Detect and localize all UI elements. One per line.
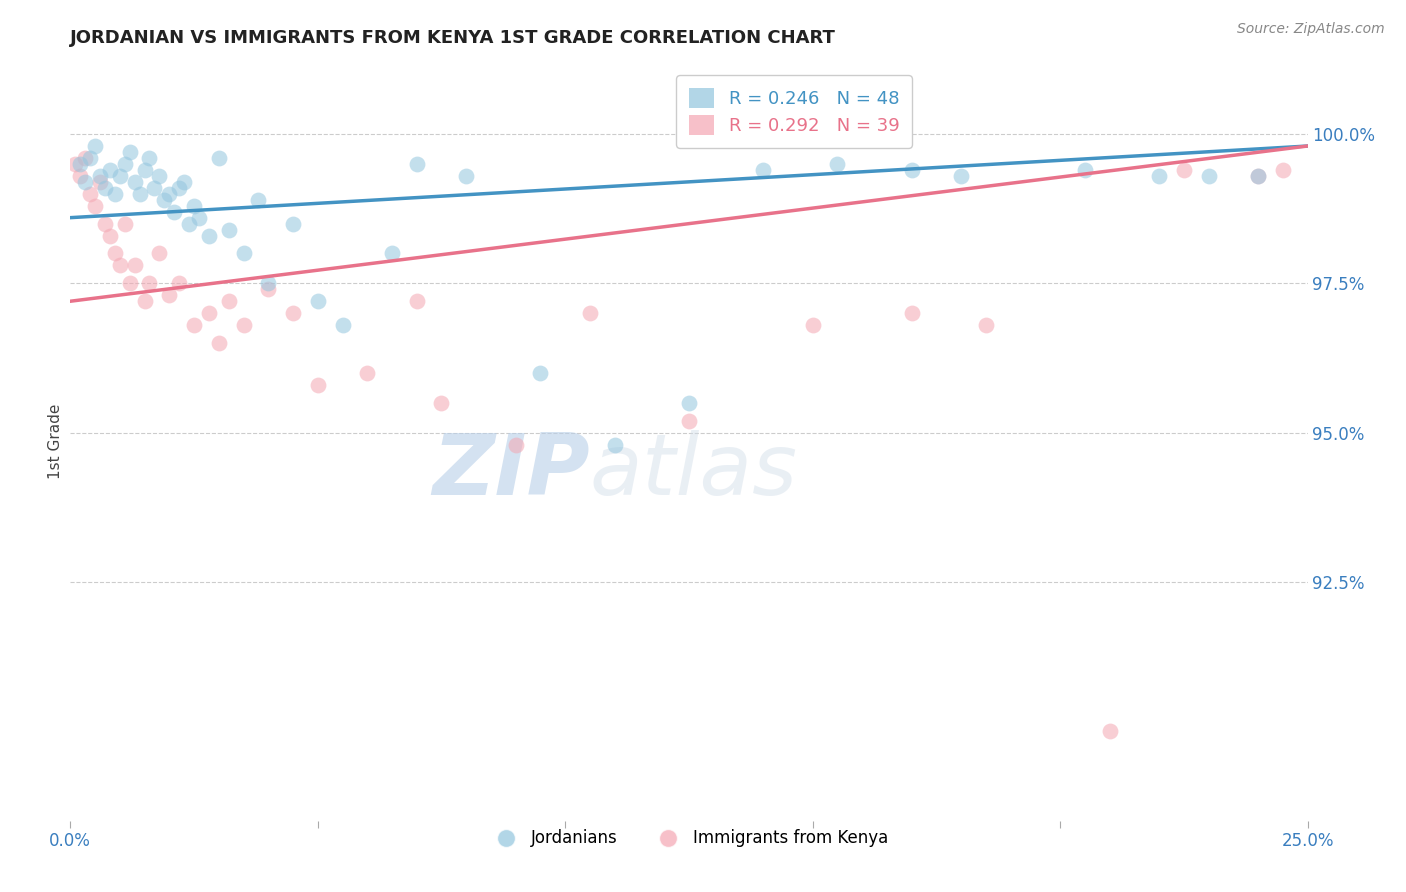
Point bbox=[529, 366, 551, 380]
Point bbox=[232, 246, 254, 260]
Point bbox=[405, 157, 427, 171]
Point bbox=[281, 306, 304, 320]
Point bbox=[827, 157, 849, 171]
Point bbox=[167, 181, 190, 195]
Point bbox=[128, 186, 150, 201]
Point bbox=[114, 217, 136, 231]
Point bbox=[177, 217, 200, 231]
Point bbox=[124, 175, 146, 189]
Point bbox=[84, 139, 107, 153]
Point bbox=[900, 306, 922, 320]
Point bbox=[281, 217, 304, 231]
Point bbox=[148, 169, 170, 183]
Point bbox=[900, 162, 922, 177]
Point bbox=[218, 222, 240, 236]
Point bbox=[118, 277, 141, 291]
Point bbox=[89, 169, 111, 183]
Point bbox=[183, 199, 205, 213]
Point bbox=[356, 366, 378, 380]
Point bbox=[257, 277, 280, 291]
Point bbox=[257, 282, 280, 296]
Point bbox=[381, 246, 404, 260]
Point bbox=[148, 246, 170, 260]
Point bbox=[98, 162, 121, 177]
Point bbox=[218, 294, 240, 309]
Text: Source: ZipAtlas.com: Source: ZipAtlas.com bbox=[1237, 22, 1385, 37]
Point bbox=[247, 193, 270, 207]
Point bbox=[173, 175, 195, 189]
Point bbox=[198, 306, 221, 320]
Point bbox=[94, 181, 117, 195]
Point bbox=[163, 204, 186, 219]
Point bbox=[1147, 169, 1170, 183]
Text: atlas: atlas bbox=[591, 430, 799, 514]
Point bbox=[167, 277, 190, 291]
Point bbox=[208, 336, 231, 351]
Point bbox=[974, 318, 997, 332]
Point bbox=[307, 294, 329, 309]
Point bbox=[752, 162, 775, 177]
Point bbox=[79, 151, 101, 165]
Point bbox=[430, 395, 453, 409]
Point bbox=[801, 318, 824, 332]
Point bbox=[65, 157, 87, 171]
Point bbox=[104, 246, 127, 260]
Point bbox=[678, 414, 700, 428]
Point bbox=[124, 259, 146, 273]
Point bbox=[108, 259, 131, 273]
Point bbox=[138, 151, 160, 165]
Point bbox=[89, 175, 111, 189]
Point bbox=[579, 306, 602, 320]
Point bbox=[134, 162, 156, 177]
Point bbox=[208, 151, 231, 165]
Point bbox=[1098, 724, 1121, 739]
Point bbox=[332, 318, 354, 332]
Legend: Jordanians, Immigrants from Kenya: Jordanians, Immigrants from Kenya bbox=[482, 822, 896, 854]
Point bbox=[157, 186, 180, 201]
Point bbox=[405, 294, 427, 309]
Point bbox=[307, 377, 329, 392]
Point bbox=[1247, 169, 1270, 183]
Point bbox=[157, 288, 180, 302]
Point bbox=[118, 145, 141, 159]
Point bbox=[108, 169, 131, 183]
Point bbox=[1198, 169, 1220, 183]
Point bbox=[183, 318, 205, 332]
Point bbox=[232, 318, 254, 332]
Text: ZIP: ZIP bbox=[432, 430, 591, 514]
Point bbox=[950, 169, 973, 183]
Point bbox=[94, 217, 117, 231]
Point bbox=[1247, 169, 1270, 183]
Point bbox=[153, 193, 176, 207]
Point bbox=[104, 186, 127, 201]
Point bbox=[1074, 162, 1097, 177]
Point bbox=[198, 228, 221, 243]
Point bbox=[138, 277, 160, 291]
Point bbox=[505, 437, 527, 451]
Point bbox=[114, 157, 136, 171]
Point bbox=[1173, 162, 1195, 177]
Point bbox=[188, 211, 211, 225]
Point bbox=[456, 169, 478, 183]
Point bbox=[1271, 162, 1294, 177]
Point bbox=[134, 294, 156, 309]
Point bbox=[75, 175, 97, 189]
Point bbox=[603, 437, 626, 451]
Point bbox=[69, 169, 91, 183]
Point bbox=[75, 151, 97, 165]
Point bbox=[84, 199, 107, 213]
Point bbox=[143, 181, 166, 195]
Point bbox=[678, 395, 700, 409]
Point bbox=[98, 228, 121, 243]
Text: JORDANIAN VS IMMIGRANTS FROM KENYA 1ST GRADE CORRELATION CHART: JORDANIAN VS IMMIGRANTS FROM KENYA 1ST G… bbox=[70, 29, 837, 47]
Point bbox=[69, 157, 91, 171]
Point bbox=[79, 186, 101, 201]
Y-axis label: 1st Grade: 1st Grade bbox=[48, 404, 63, 479]
